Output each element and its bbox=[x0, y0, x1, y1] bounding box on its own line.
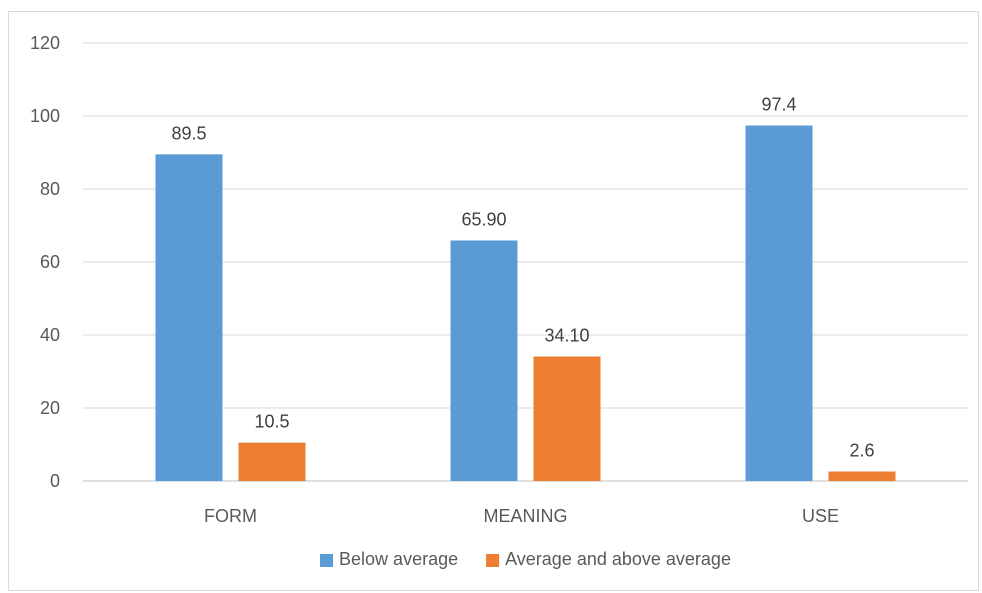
gridlines bbox=[83, 42, 968, 482]
y-tick-label: 60 bbox=[40, 252, 60, 272]
data-label: 65.90 bbox=[461, 209, 506, 229]
bar-use-average-and-above-average bbox=[828, 471, 896, 481]
legend-label: Average and above average bbox=[505, 549, 731, 569]
x-tick-label: MEANING bbox=[483, 506, 567, 526]
legend: Below average Average and above average bbox=[320, 549, 731, 569]
legend-swatch bbox=[486, 554, 500, 567]
legend-swatch bbox=[320, 554, 334, 567]
x-axis-ticks: FORM MEANING USE bbox=[204, 506, 839, 526]
y-tick-label: 20 bbox=[40, 398, 60, 418]
y-tick-label: 0 bbox=[50, 471, 60, 491]
data-label: 2.6 bbox=[849, 441, 874, 461]
bar-form-below-average bbox=[155, 154, 223, 481]
y-tick-label: 120 bbox=[30, 33, 60, 53]
legend-label: Below average bbox=[339, 549, 458, 569]
data-labels: 89.5 10.5 65.90 34.10 97.4 2.6 bbox=[171, 94, 874, 460]
bar-form-average-and-above-average bbox=[238, 442, 306, 481]
y-axis-ticks: 0 20 40 60 80 100 120 bbox=[30, 33, 60, 491]
x-tick-label: FORM bbox=[204, 506, 257, 526]
y-tick-label: 40 bbox=[40, 325, 60, 345]
data-label: 89.5 bbox=[171, 123, 206, 143]
data-label: 97.4 bbox=[761, 94, 796, 114]
y-tick-label: 100 bbox=[30, 106, 60, 126]
data-label: 34.10 bbox=[544, 326, 589, 346]
bars bbox=[155, 125, 896, 482]
data-label: 10.5 bbox=[254, 412, 289, 432]
bar-use-below-average bbox=[745, 125, 813, 482]
x-tick-label: USE bbox=[802, 506, 839, 526]
y-tick-label: 80 bbox=[40, 179, 60, 199]
bar-meaning-below-average bbox=[450, 240, 518, 481]
bar-meaning-average-and-above-average bbox=[533, 356, 601, 481]
